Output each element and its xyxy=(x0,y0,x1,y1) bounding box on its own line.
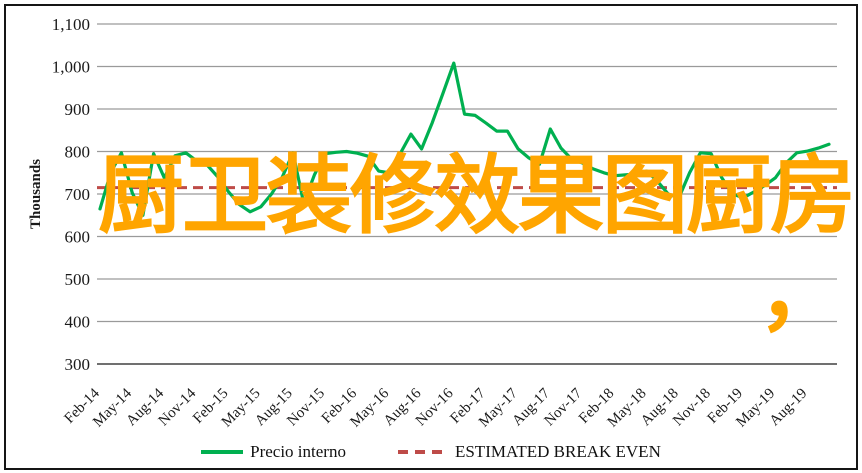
precio-interno-line xyxy=(98,61,831,217)
legend-label-precio-interno: Precio interno xyxy=(250,442,346,461)
y-tick-label: 800 xyxy=(65,143,91,162)
y-tick-label: 400 xyxy=(65,313,91,332)
legend-item-break-even: ESTIMATED BREAK EVEN xyxy=(397,442,661,462)
y-tick-label: 600 xyxy=(65,228,91,247)
y-tick-label: 1,000 xyxy=(52,58,90,77)
x-tick-label: Nov-17 xyxy=(542,385,586,429)
y-tick-label: 900 xyxy=(65,100,91,119)
x-tick-label: Nov-14 xyxy=(156,385,200,429)
y-tick-label: 300 xyxy=(65,355,91,374)
legend: Precio interno ESTIMATED BREAK EVEN xyxy=(0,439,862,465)
green-line-swatch-icon xyxy=(201,450,244,454)
legend-label-break-even: ESTIMATED BREAK EVEN xyxy=(454,442,661,461)
y-tick-label: 700 xyxy=(65,185,91,204)
y-tick-label: 1,100 xyxy=(52,15,90,34)
x-tick-label: Nov-16 xyxy=(413,385,457,429)
y-tick-label: 500 xyxy=(65,270,91,289)
legend-item-precio-interno: Precio interno xyxy=(201,442,346,462)
red-dashed-swatch-icon xyxy=(397,450,448,454)
y-axis-title: Thousands xyxy=(28,159,44,229)
